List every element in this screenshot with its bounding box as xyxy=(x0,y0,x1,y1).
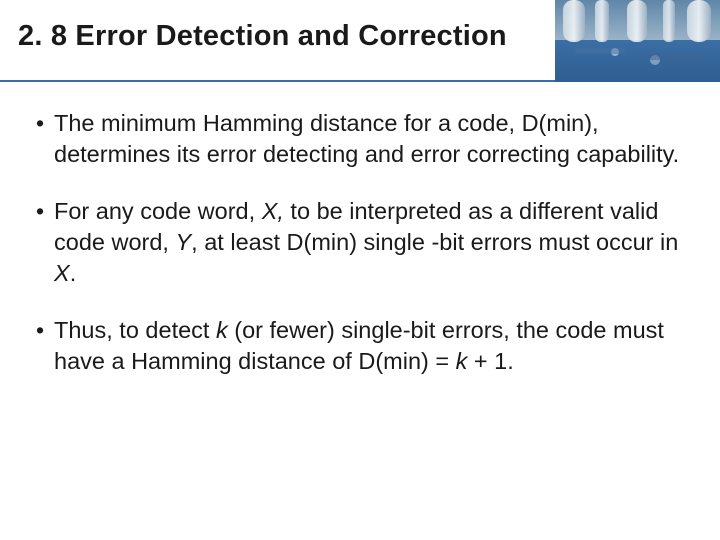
bullet-item: •The minimum Hamming distance for a code… xyxy=(36,108,684,170)
bullet-item: •For any code word, X, to be interpreted… xyxy=(36,196,684,289)
bullet-text: The minimum Hamming distance for a code,… xyxy=(54,108,684,170)
slide-title: 2. 8 Error Detection and Correction xyxy=(18,20,507,53)
slide-body: •The minimum Hamming distance for a code… xyxy=(36,108,684,403)
header-decorative-image xyxy=(555,0,720,82)
bullet-marker: • xyxy=(36,315,54,345)
bullet-marker: • xyxy=(36,108,54,138)
bullet-marker: • xyxy=(36,196,54,226)
bullet-item: •Thus, to detect k (or fewer) single-bit… xyxy=(36,315,684,377)
bullet-text: Thus, to detect k (or fewer) single-bit … xyxy=(54,315,684,377)
bullet-text: For any code word, X, to be interpreted … xyxy=(54,196,684,289)
slide: 2. 8 Error Detection and Correction •The… xyxy=(0,0,720,540)
